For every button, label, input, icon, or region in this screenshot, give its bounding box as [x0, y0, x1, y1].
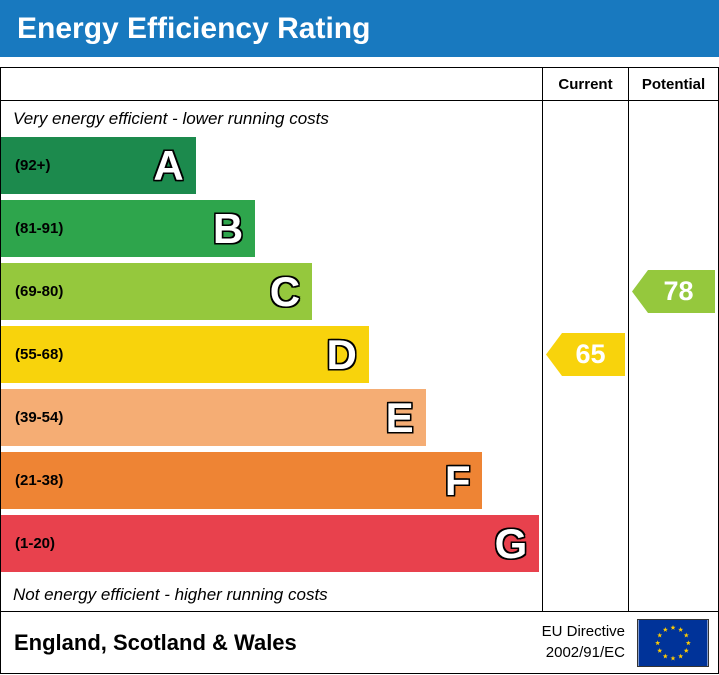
band-f: (21-38) F [1, 452, 483, 509]
top-note: Very energy efficient - lower running co… [13, 109, 329, 128]
band-e-letter: E [385, 393, 414, 441]
rating-column-body: Very energy efficient - lower running co… [1, 101, 542, 611]
band-d: (55-68) D [1, 326, 369, 383]
potential-arrow: 78 [632, 270, 715, 313]
band-d-range: (55-68) [15, 346, 64, 363]
footer: England, Scotland & Wales EU Directive 2… [0, 612, 719, 674]
eu-flag-stars [655, 624, 691, 661]
band-c-letter: C [269, 267, 301, 315]
header: Energy Efficiency Rating [0, 0, 719, 57]
current-value: 65 [575, 339, 606, 369]
rating-table: Very energy efficient - lower running co… [0, 67, 719, 612]
potential-value: 78 [663, 276, 694, 306]
band-d-letter: D [326, 330, 357, 378]
current-arrow: 65 [546, 333, 625, 376]
eu-directive-line2: 2002/91/EC [545, 643, 625, 661]
band-c-range: (69-80) [15, 283, 64, 300]
rating-column: Very energy efficient - lower running co… [1, 68, 542, 611]
band-c: (69-80) C [1, 263, 313, 320]
eu-directive-label: EU Directive 2002/91/EC [542, 622, 625, 663]
band-a-range: (92+) [15, 157, 51, 174]
current-column: Current 65 [542, 68, 628, 611]
current-column-header: Current [543, 68, 628, 101]
eu-directive-line1: EU Directive [541, 623, 625, 641]
band-g: (1-20) G [1, 515, 540, 572]
current-column-body: 65 [543, 101, 628, 611]
page-title: Energy Efficiency Rating [17, 11, 371, 45]
band-b: (81-91) B [1, 200, 256, 257]
band-g-range: (1-20) [15, 535, 56, 552]
band-f-range: (21-38) [15, 472, 64, 489]
potential-column-body: 78 [629, 101, 718, 611]
band-a: (92+) A [1, 137, 196, 194]
band-e: (39-54) E [1, 389, 426, 446]
band-g-letter: G [494, 519, 528, 567]
band-f-letter: F [444, 456, 471, 504]
band-e-range: (39-54) [15, 409, 64, 426]
potential-column: Potential 78 [628, 68, 718, 611]
header-gap [0, 57, 719, 67]
eu-flag [637, 618, 709, 667]
rating-column-header [1, 68, 542, 101]
eu-flag-svg [637, 618, 709, 667]
region-label: England, Scotland & Wales [14, 629, 297, 655]
bottom-note: Not energy efficient - higher running co… [13, 584, 328, 604]
band-b-range: (81-91) [15, 220, 64, 237]
band-a-letter: A [153, 141, 184, 189]
band-b-letter: B [212, 204, 244, 252]
potential-column-header: Potential [629, 68, 718, 101]
